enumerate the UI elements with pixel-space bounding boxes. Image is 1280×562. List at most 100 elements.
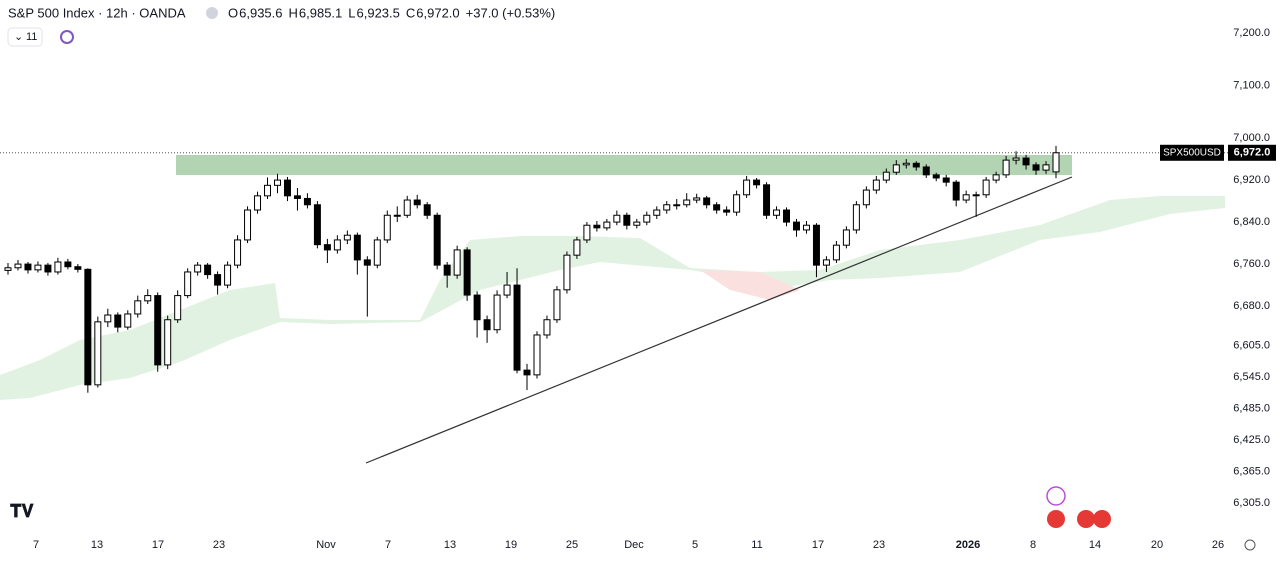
y-tick-label: 7,000.0 xyxy=(1233,132,1270,144)
y-tick-label: 6,605.0 xyxy=(1233,339,1270,351)
trendline xyxy=(365,176,1073,464)
candle-body xyxy=(533,334,541,376)
candle-body xyxy=(623,214,631,226)
candle-body xyxy=(463,249,471,296)
candle-body xyxy=(453,249,461,276)
indicator-toggle[interactable] xyxy=(7,27,43,47)
candle-body xyxy=(822,259,830,266)
x-tick-label: 14 xyxy=(1089,539,1101,551)
price-axis-bg xyxy=(1228,0,1280,557)
candle-body xyxy=(583,224,591,241)
candle-body xyxy=(174,295,182,321)
candle-body xyxy=(303,197,311,206)
candle-body xyxy=(783,209,791,223)
ohlc-key: H xyxy=(289,5,298,20)
candle-body xyxy=(44,264,52,273)
candle-body xyxy=(14,263,22,269)
candle-body xyxy=(593,224,601,229)
y-tick-label: 6,545.0 xyxy=(1233,371,1270,383)
status-dot xyxy=(206,7,218,19)
candle-body xyxy=(1042,164,1050,171)
settings-icon[interactable] xyxy=(1244,539,1256,551)
candle-body xyxy=(293,195,301,199)
resistance-zone xyxy=(176,155,1072,175)
ohlc-value: 6,972.0 xyxy=(416,5,459,20)
candle-body xyxy=(224,264,232,286)
candle-body xyxy=(1052,152,1060,173)
candle-body xyxy=(333,239,341,251)
candle-body xyxy=(24,263,32,271)
candle-body xyxy=(852,204,860,231)
candle-body xyxy=(313,204,321,246)
candle-body xyxy=(862,189,870,206)
candle-body xyxy=(793,221,800,231)
candle-body xyxy=(184,271,192,297)
x-tick-label: 20 xyxy=(1151,539,1163,551)
candle-body xyxy=(733,194,741,213)
candle-body xyxy=(244,209,252,241)
y-tick-label: 6,680.0 xyxy=(1233,300,1270,312)
x-tick-label: 19 xyxy=(505,539,517,551)
candle-body xyxy=(393,214,401,217)
candle-body xyxy=(273,179,281,186)
candle-body xyxy=(902,162,910,166)
candle-body xyxy=(204,264,212,276)
candle-body xyxy=(673,204,681,207)
candle-body xyxy=(134,300,142,315)
indicator-count: 11 xyxy=(26,31,37,43)
candle-body xyxy=(812,224,820,266)
sync-icon[interactable] xyxy=(60,30,74,44)
candle-body xyxy=(703,197,711,206)
candle-body xyxy=(74,266,82,270)
candle-body xyxy=(832,244,840,261)
logo: 𝐓𝐕 xyxy=(10,501,35,521)
candle-body xyxy=(54,261,62,273)
candle-body xyxy=(972,194,980,197)
candle-body xyxy=(922,166,930,176)
candle-body xyxy=(553,289,561,321)
price-label: 6,972.0 xyxy=(1234,147,1271,159)
candle-body xyxy=(64,261,72,268)
candle-body xyxy=(603,221,611,229)
candle-body xyxy=(982,179,990,196)
x-tick-label: Dec xyxy=(624,539,644,551)
candle-body xyxy=(1032,164,1040,171)
candle-body xyxy=(214,274,222,286)
price-tag xyxy=(1228,144,1276,161)
x-tick-label: 7 xyxy=(385,539,391,551)
x-tick-label: 23 xyxy=(873,539,885,551)
candle-body xyxy=(353,234,361,261)
candle-body xyxy=(443,264,451,276)
symbol-label: SPX500USD xyxy=(1163,147,1221,158)
event-icon[interactable] xyxy=(1047,510,1065,528)
event-icon[interactable] xyxy=(1093,510,1111,528)
candle-body xyxy=(1022,157,1030,166)
candle-body xyxy=(563,254,571,291)
candle-body xyxy=(493,294,501,331)
candle-body xyxy=(254,195,262,211)
x-tick-label: 13 xyxy=(444,539,456,551)
candle-body xyxy=(952,181,960,201)
candle-body xyxy=(543,319,551,336)
candle-body xyxy=(433,214,441,266)
ohlc-key: C xyxy=(406,5,415,20)
y-tick-label: 6,920.0 xyxy=(1233,174,1270,186)
candle-body xyxy=(423,204,431,216)
candle-body xyxy=(892,164,900,173)
event-icon[interactable] xyxy=(1077,510,1095,528)
cloud-red xyxy=(700,270,800,300)
candle-body xyxy=(872,179,880,191)
candle-body xyxy=(483,319,491,331)
candle-body xyxy=(753,179,761,186)
event-icon[interactable] xyxy=(1046,486,1066,506)
y-tick-label: 7,200.0 xyxy=(1233,27,1270,39)
candle-body xyxy=(4,267,12,271)
candle-body xyxy=(573,239,581,256)
candle-body xyxy=(802,224,810,231)
candle-body xyxy=(912,162,920,168)
x-tick-label: 8 xyxy=(1030,539,1036,551)
candle-body xyxy=(164,319,172,366)
candle-body xyxy=(114,314,122,328)
y-tick-label: 6,365.0 xyxy=(1233,465,1270,477)
